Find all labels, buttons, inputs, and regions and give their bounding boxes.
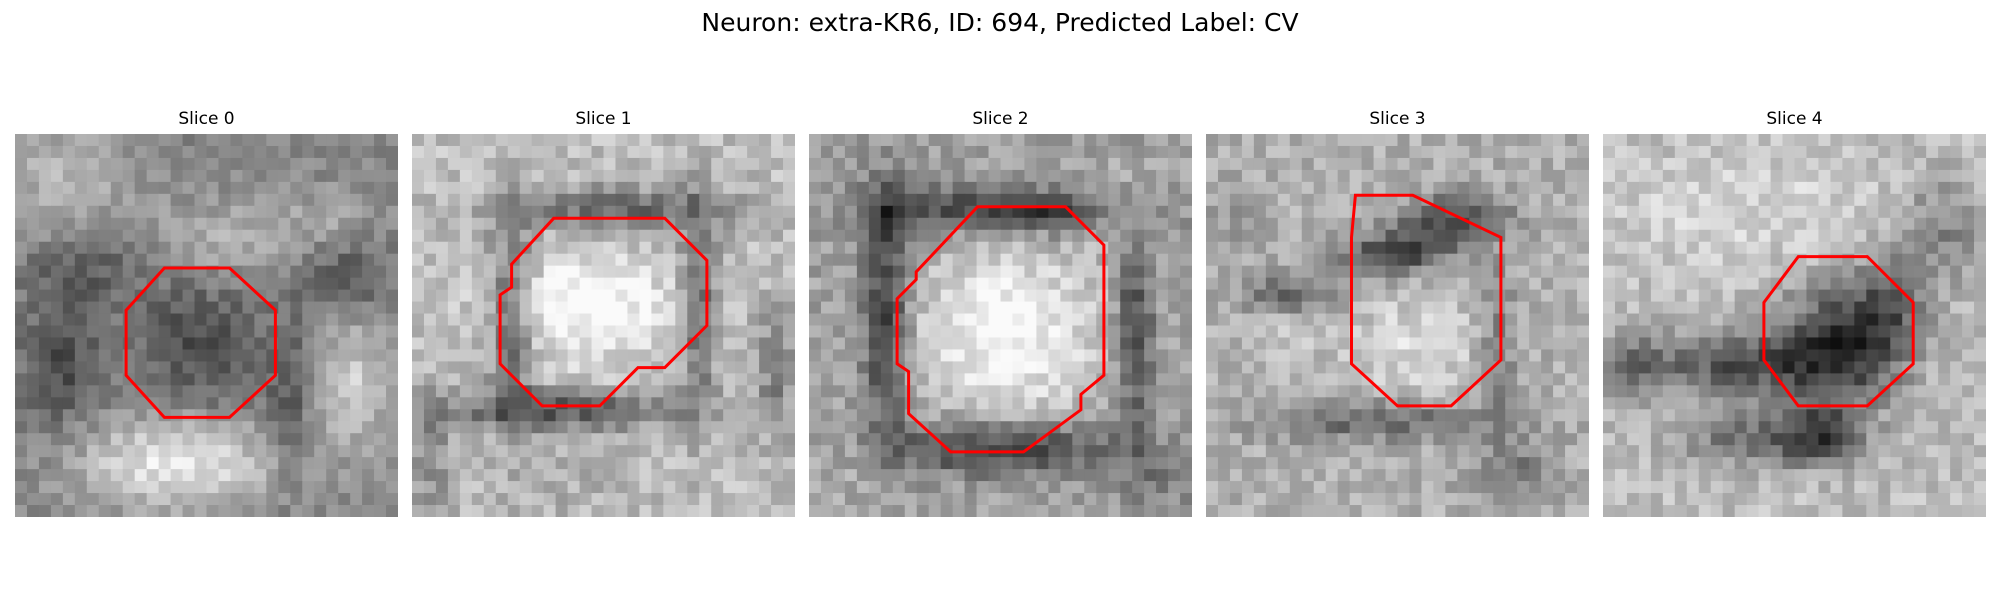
slice-3-title: Slice 3 bbox=[1369, 109, 1426, 129]
slice-3-image bbox=[1206, 134, 1589, 517]
slice-1-pixels bbox=[412, 134, 795, 517]
slice-2-pixels bbox=[809, 134, 1192, 517]
slice-0-image bbox=[15, 134, 398, 517]
slice-2-roi-contour bbox=[895, 205, 1106, 454]
figure-title: Neuron: extra-KR6, ID: 694, Predicted La… bbox=[701, 8, 1299, 37]
slice-4-title: Slice 4 bbox=[1766, 109, 1823, 129]
slice-2-title: Slice 2 bbox=[972, 109, 1029, 129]
slice-3-pixels bbox=[1206, 134, 1589, 517]
slice-1-roi-contour bbox=[498, 216, 709, 408]
slice-1-title: Slice 1 bbox=[575, 109, 632, 129]
slice-0-roi-contour bbox=[124, 266, 277, 419]
slice-0-title: Slice 0 bbox=[178, 109, 235, 129]
slice-4-image bbox=[1603, 134, 1986, 517]
slice-1-image bbox=[412, 134, 795, 517]
slice-0-pixels bbox=[15, 134, 398, 517]
slice-2-image bbox=[809, 134, 1192, 517]
slice-4-pixels bbox=[1603, 134, 1986, 517]
slice-3-roi-contour bbox=[1350, 193, 1503, 408]
slice-4-roi-contour bbox=[1762, 255, 1915, 408]
